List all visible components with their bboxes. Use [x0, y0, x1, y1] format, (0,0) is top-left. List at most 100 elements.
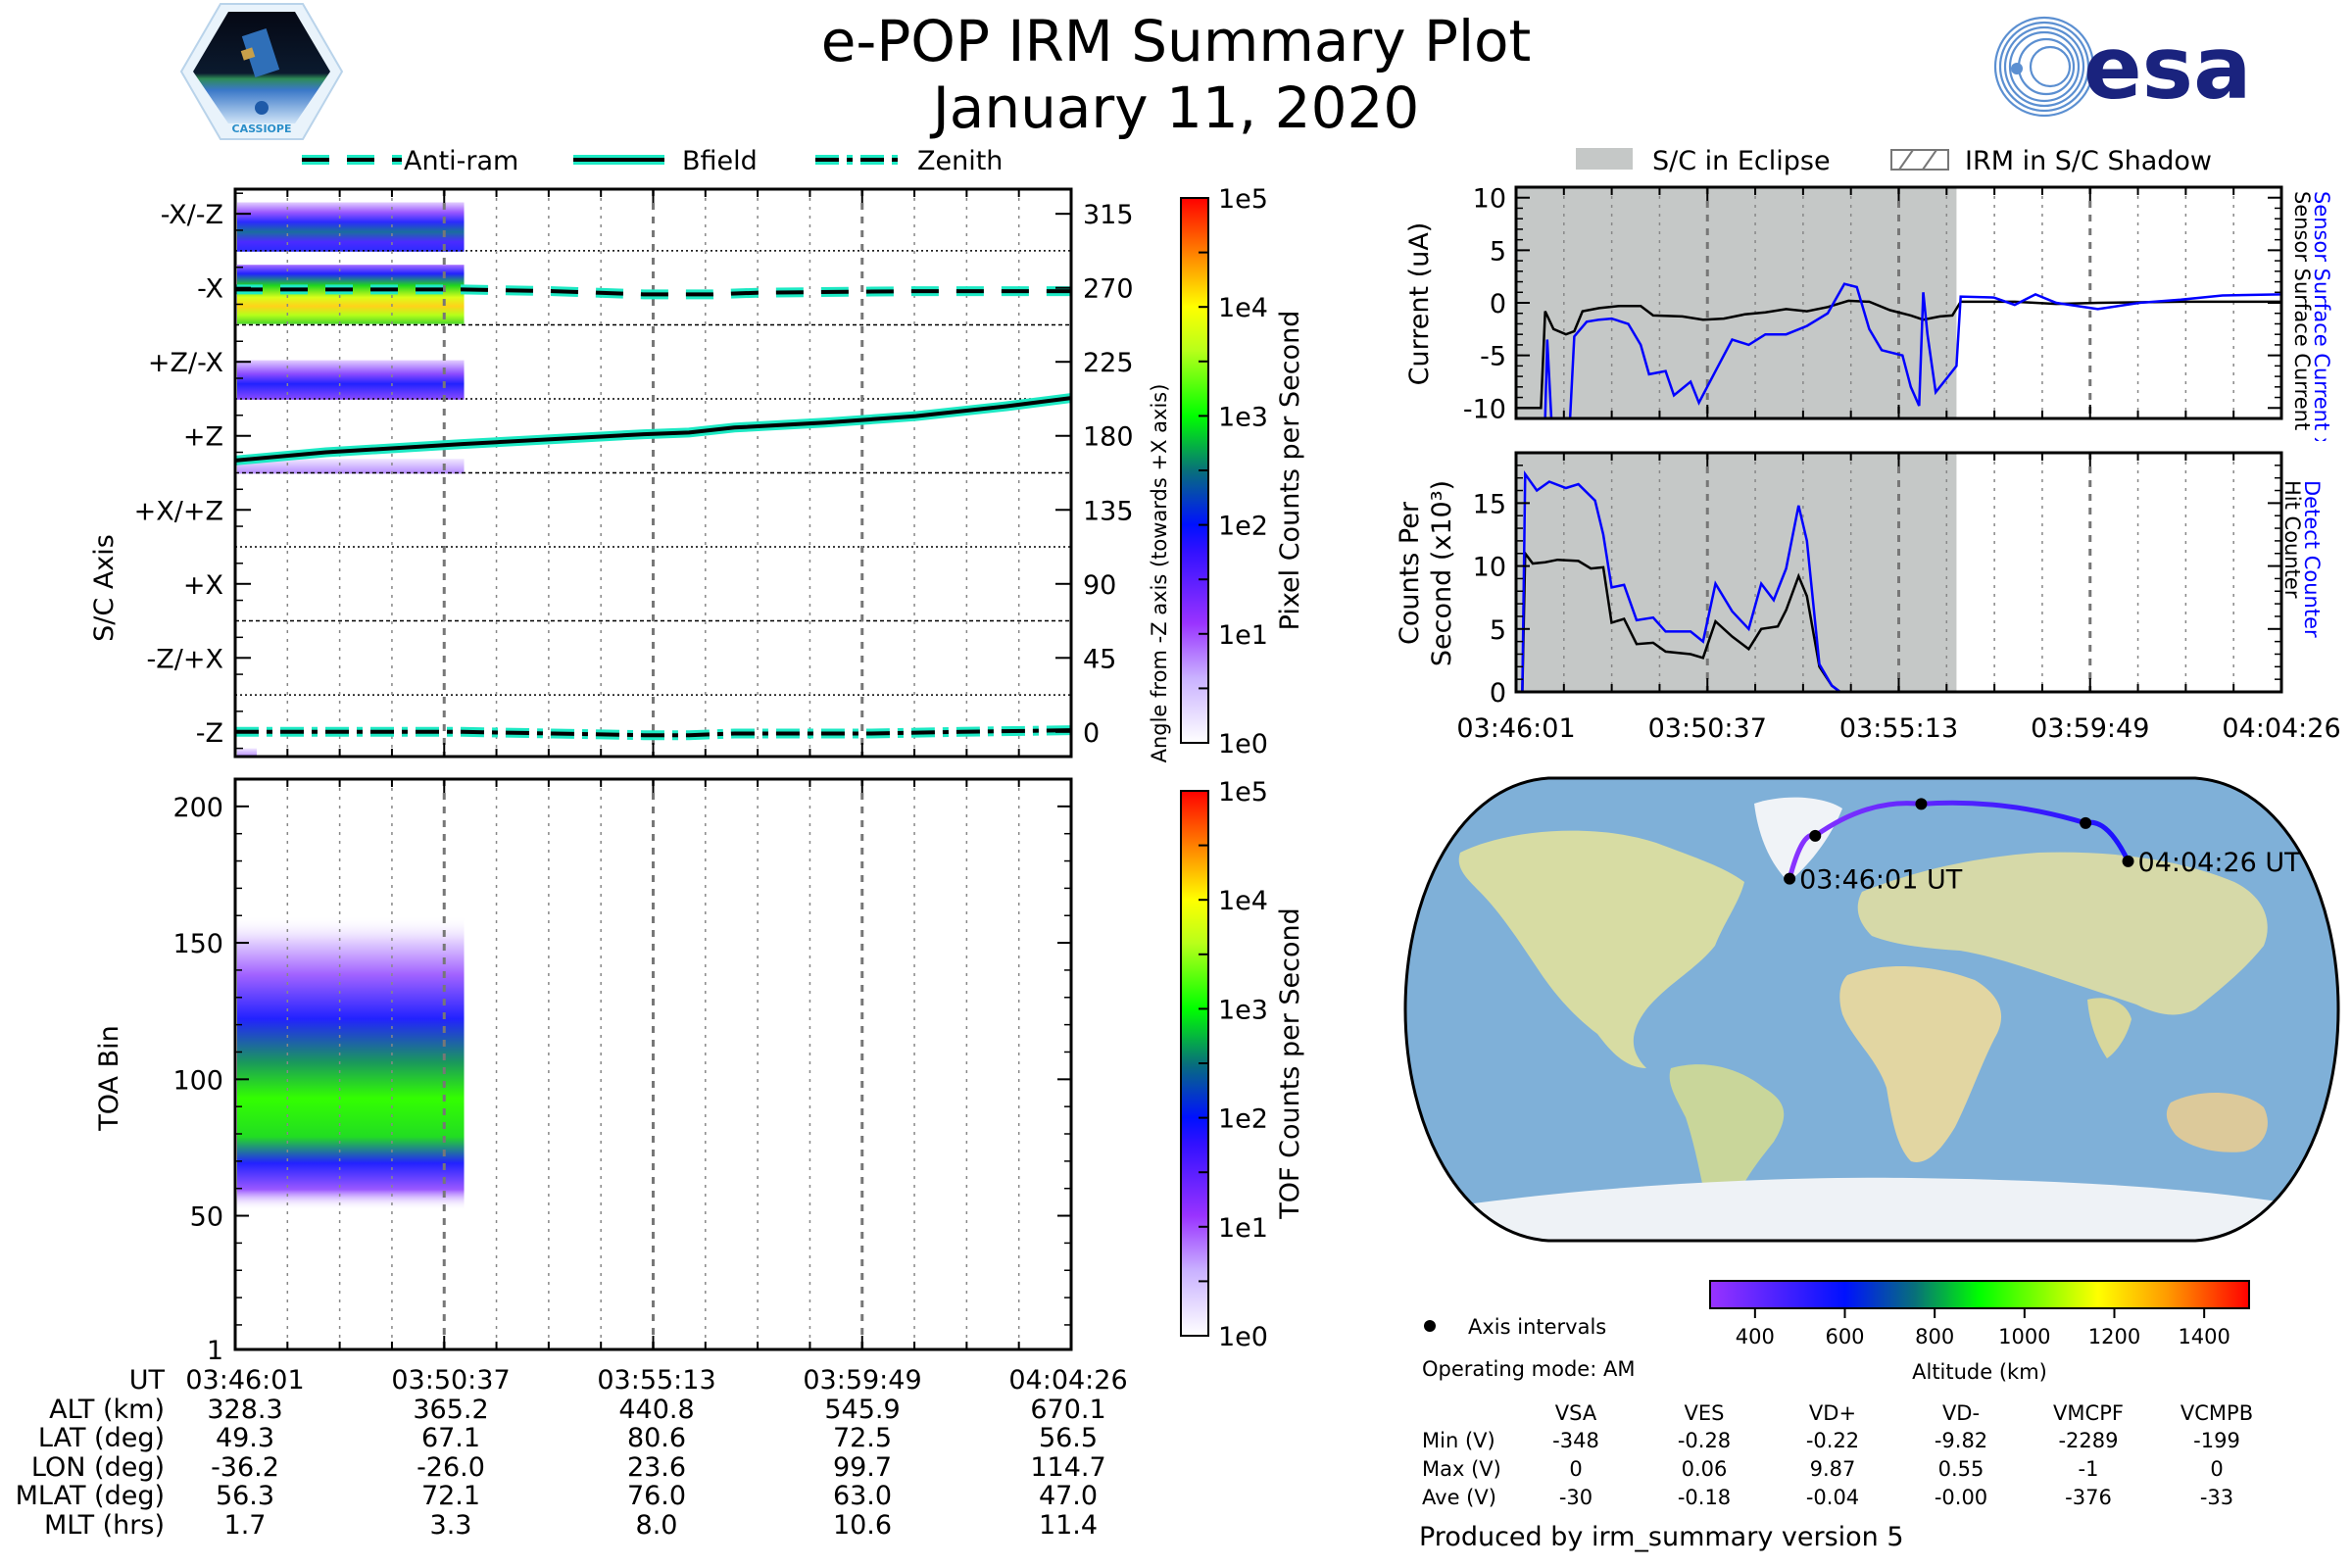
voltage-column-header: VD+ — [1808, 1401, 1857, 1425]
ephemeris-cell: 49.3 — [215, 1423, 275, 1453]
voltage-cell: 0.06 — [1681, 1457, 1728, 1481]
voltage-cell: -0.22 — [1805, 1429, 1860, 1452]
colorbar-tick-label: 1e0 — [1218, 729, 1268, 755]
y-tick-label: 0 — [1490, 289, 1506, 319]
sc-axis-label: +Z/-X — [148, 348, 223, 378]
cassiope-logo-text: CASSIOPE — [232, 122, 292, 135]
sc-axis-label: -Z — [196, 718, 223, 749]
sc-axis-label: -X — [197, 274, 223, 305]
spectrogram-band — [237, 265, 465, 324]
track-interval-point — [2080, 816, 2092, 829]
legend-bfield: Bfield — [573, 146, 758, 176]
legend-shadow-label: IRM in S/C Shadow — [1965, 146, 2212, 176]
voltage-cell: -33 — [2199, 1486, 2234, 1509]
voltage-cell: -0.28 — [1677, 1429, 1732, 1452]
angle-tick-label: 225 — [1083, 348, 1134, 378]
axis-intervals-label: Axis intervals — [1468, 1315, 1606, 1339]
colorbar-tick-label: 1e4 — [1218, 886, 1268, 916]
angle-tick-label: 135 — [1083, 496, 1134, 526]
legend-anti-ram: Anti-ram — [302, 146, 518, 176]
toa-tick-label: 100 — [172, 1065, 223, 1096]
sc-axis-label: -Z/+X — [147, 644, 223, 674]
series-sensor-surface-current-x-5 — [1516, 282, 2282, 420]
toa-tick-label: 50 — [190, 1202, 223, 1233]
voltage-cell: -30 — [1558, 1486, 1593, 1509]
voltage-cell: -348 — [1552, 1429, 1599, 1452]
operating-mode: Operating mode: AM — [1422, 1357, 1636, 1381]
voltage-cell: -376 — [2065, 1486, 2112, 1509]
ephemeris-cell: 72.1 — [420, 1481, 481, 1511]
colorbar-tick-label: 1e4 — [1218, 293, 1268, 323]
north-america — [1458, 830, 1744, 1068]
ephemeris-cell: 72.5 — [832, 1423, 893, 1453]
sc-axis-label: +Z — [183, 422, 223, 453]
ephemeris-cell: 76.0 — [626, 1481, 687, 1511]
ephemeris-cell: 03:50:37 — [391, 1365, 511, 1396]
spectrogram-band — [237, 748, 257, 757]
x-tick-label: 03:59:49 — [2031, 713, 2149, 744]
australia — [2166, 1092, 2268, 1152]
counts-plot: 0 5 10 15 03:46:01 03:50:37 03:55:13 03:59:49 04… — [1395, 451, 2341, 744]
eclipse-region — [1516, 187, 1957, 418]
colorbar-tick-label: 1e3 — [1218, 402, 1268, 432]
altitude-colorbar-ticks: 400 600 800 1000 1200 1400 — [1736, 1308, 2230, 1348]
esa-logo: esa — [1989, 12, 2283, 120]
ephemeris-row-label: MLAT (deg) — [15, 1481, 165, 1511]
angle-tick-label: 90 — [1083, 570, 1116, 601]
y-tick-label: 10 — [1473, 184, 1506, 215]
india — [2087, 998, 2132, 1058]
colorbar-tick-label: 1e1 — [1218, 1213, 1268, 1244]
voltage-cell: 9.87 — [1809, 1457, 1856, 1481]
sc-direction-lines — [234, 284, 1072, 741]
legend-zenith: Zenith — [815, 146, 1003, 176]
colorbar-gradient — [1180, 197, 1209, 744]
page-date: January 11, 2020 — [932, 74, 1420, 141]
ephemeris-cell: 440.8 — [618, 1394, 695, 1425]
track-interval-point — [1809, 829, 1822, 842]
ephemeris-cell: 11.4 — [1038, 1509, 1099, 1541]
voltage-cell: -2289 — [2058, 1429, 2119, 1452]
ephemeris-cell: 365.2 — [413, 1394, 489, 1425]
counts-right-label-black: Hit Counter — [2280, 480, 2304, 599]
counts-y-label-line2: Second (x10³) — [1427, 480, 1457, 666]
ephemeris-cell: 114.7 — [1030, 1451, 1106, 1483]
y-tick-label: 5 — [1490, 236, 1506, 267]
angle-tick-label: 315 — [1083, 200, 1134, 230]
ephemeris-row-label: LAT (deg) — [37, 1423, 165, 1453]
spectrogram-band — [237, 202, 465, 252]
colorbar-tick-label: 1e3 — [1218, 995, 1268, 1025]
current-plot: 10 5 0 -5 -10 Current (uA) Sensor Surface Cu… — [1404, 184, 2333, 441]
toa-tick-label: 200 — [172, 793, 223, 823]
ephemeris-cell: -26.0 — [416, 1451, 485, 1483]
ephemeris-cell: 99.7 — [832, 1451, 893, 1483]
toa-tick-label: 150 — [172, 929, 223, 959]
voltage-column-header: VCMPB — [2180, 1401, 2254, 1425]
y-tick-label: 5 — [1490, 615, 1506, 646]
voltage-column-header: VSA — [1554, 1401, 1597, 1425]
colorbar-tick-label: 1e2 — [1218, 1104, 1268, 1135]
legend-eclipse-label: S/C in Eclipse — [1652, 146, 1831, 176]
antarctica — [1460, 1177, 2303, 1241]
y-tick-label: -5 — [1480, 342, 1506, 372]
ground-track-map: 03:46:01 UT 04:04:26 UT — [1403, 776, 2340, 1243]
ephemeris-cell: 63.0 — [832, 1481, 893, 1511]
track-interval-point — [1784, 872, 1796, 885]
voltage-cell: -9.82 — [1934, 1429, 1988, 1452]
colorbar-tick-label: 1e5 — [1218, 779, 1268, 808]
track-interval-point — [1915, 798, 1928, 810]
legend-anti-ram-label: Anti-ram — [404, 146, 518, 176]
legend-bfield-label: Bfield — [682, 146, 758, 176]
angle-tick-label: 180 — [1083, 422, 1134, 453]
legend-zenith-label: Zenith — [917, 146, 1003, 176]
altitude-tick-label: 1000 — [1998, 1325, 2050, 1348]
spectrogram-band — [237, 360, 465, 400]
ephemeris-cell: 03:59:49 — [803, 1365, 922, 1396]
colorbar-tick-label: 1e5 — [1218, 186, 1268, 215]
sc-axis-label: -X/-Z — [161, 200, 223, 230]
ephemeris-cell: 67.1 — [420, 1423, 481, 1453]
cassiope-logo: CASSIOPE — [179, 2, 344, 141]
counts-y-label-line1: Counts Per — [1395, 501, 1425, 645]
shadow-hatch-swatch — [1890, 149, 1949, 171]
series-hit-counter — [1516, 550, 2281, 694]
colorbar-label: Pixel Counts per Second — [1275, 311, 1305, 631]
